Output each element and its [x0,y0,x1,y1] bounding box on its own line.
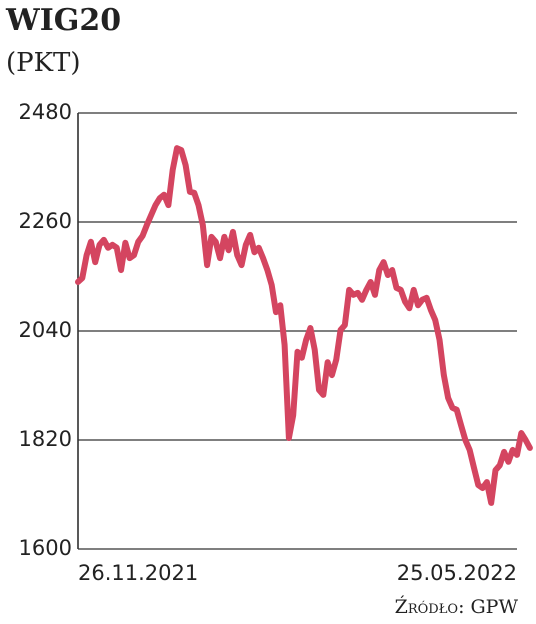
y-tick-label: 1600 [19,536,72,560]
chart-subtitle: (PKT) [6,48,81,78]
y-tick-label: 2040 [19,318,72,342]
x-tick-label: 25.05.2022 [397,561,517,585]
data-line [75,145,533,506]
y-tick-label: 1820 [19,427,72,451]
x-tick-label: 26.11.2021 [78,561,198,585]
source: Źródło: GPW [395,595,519,618]
y-tick-label: 2480 [19,100,72,124]
y-tick-label: 2260 [19,209,72,233]
chart-title: WIG20 [5,3,121,38]
